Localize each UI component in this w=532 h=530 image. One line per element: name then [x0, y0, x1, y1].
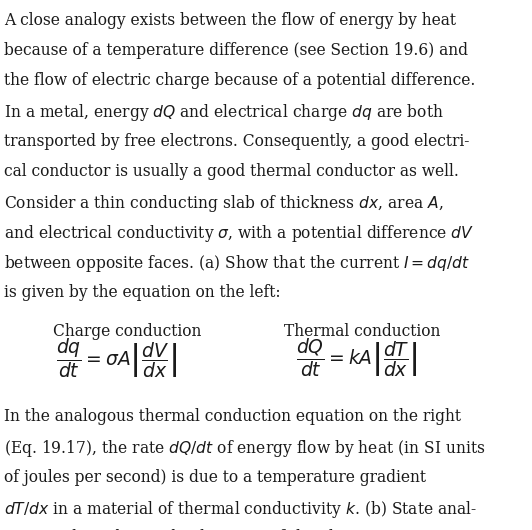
Text: transported by free electrons. Consequently, a good electri-: transported by free electrons. Consequen… [4, 132, 470, 149]
Text: $\dfrac{dq}{dt} = \sigma A\left|\dfrac{dV}{dx}\right|$: $\dfrac{dq}{dt} = \sigma A\left|\dfrac{d… [56, 336, 178, 379]
Text: Thermal conduction: Thermal conduction [284, 323, 440, 340]
Text: $dT/dx$ in a material of thermal conductivity $k$. (b) State anal-: $dT/dx$ in a material of thermal conduct… [4, 499, 478, 520]
Text: A close analogy exists between the flow of energy by heat: A close analogy exists between the flow … [4, 12, 456, 29]
Text: In the analogous thermal conduction equation on the right: In the analogous thermal conduction equa… [4, 408, 461, 425]
Text: between opposite faces. (a) Show that the current $I = dq/dt$: between opposite faces. (a) Show that th… [4, 253, 470, 275]
Text: is given by the equation on the left:: is given by the equation on the left: [4, 284, 281, 301]
Text: ogous rules relating the direction of the electric current to: ogous rules relating the direction of th… [4, 529, 462, 530]
Text: $\dfrac{dQ}{dt} = kA\left|\dfrac{dT}{dx}\right|$: $\dfrac{dQ}{dt} = kA\left|\dfrac{dT}{dx}… [296, 337, 417, 379]
Text: In a metal, energy $dQ$ and electrical charge $dq$ are both: In a metal, energy $dQ$ and electrical c… [4, 102, 444, 123]
Text: Consider a thin conducting slab of thickness $dx$, area $A$,: Consider a thin conducting slab of thick… [4, 193, 444, 214]
Text: cal conductor is usually a good thermal conductor as well.: cal conductor is usually a good thermal … [4, 163, 459, 180]
Text: (Eq. 19.17), the rate $dQ/dt$ of energy flow by heat (in SI units: (Eq. 19.17), the rate $dQ/dt$ of energy … [4, 438, 486, 460]
Text: of joules per second) is due to a temperature gradient: of joules per second) is due to a temper… [4, 469, 426, 485]
Text: because of a temperature difference (see Section 19.6) and: because of a temperature difference (see… [4, 42, 468, 59]
Text: Charge conduction: Charge conduction [54, 323, 202, 340]
Text: the flow of electric charge because of a potential difference.: the flow of electric charge because of a… [4, 72, 476, 89]
Text: and electrical conductivity $\sigma$, with a potential difference $dV$: and electrical conductivity $\sigma$, wi… [4, 223, 475, 244]
